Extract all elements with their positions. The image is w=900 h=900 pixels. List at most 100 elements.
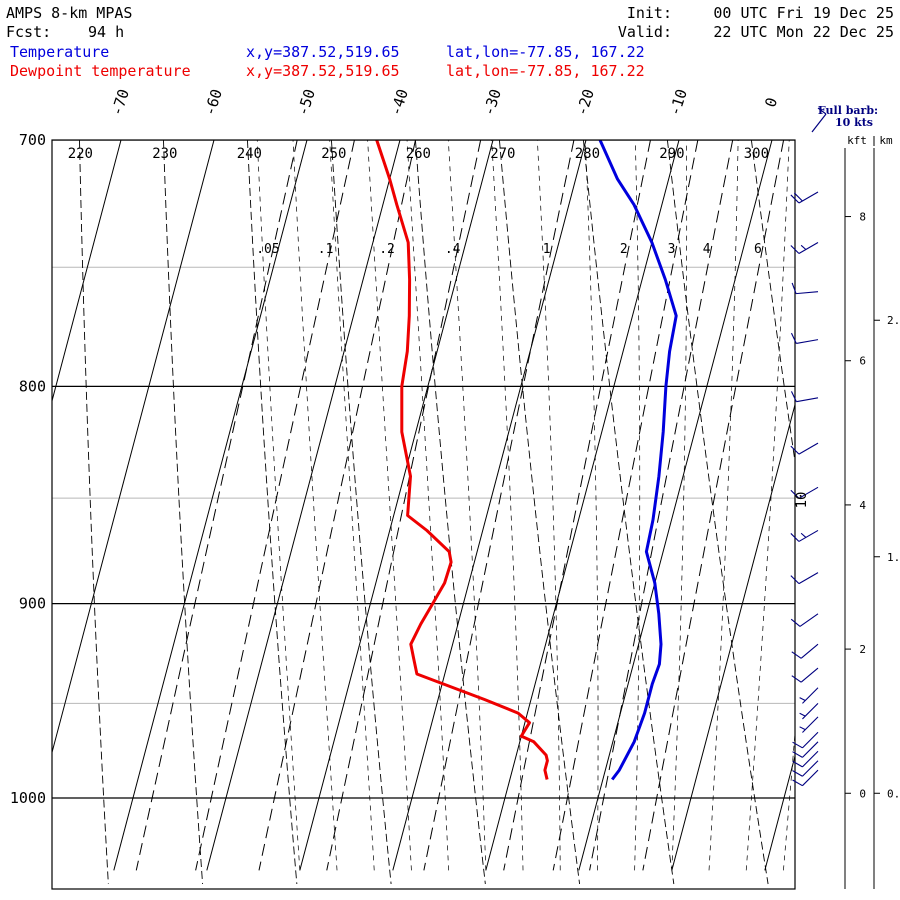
wind-barb-shaft (798, 191, 819, 204)
wind-barb (792, 750, 819, 768)
km-axis-label: km (879, 134, 893, 147)
isotherm-tick-label: -20 (572, 87, 597, 118)
wind-barbs: 10 (790, 191, 819, 787)
wind-barb-feather (791, 282, 797, 294)
wind-barb-shaft (798, 486, 819, 499)
wind-barb-feather (793, 192, 803, 202)
isotherm-line (578, 140, 773, 871)
isotherm-line (485, 140, 680, 871)
wind-barb-shaft (796, 397, 819, 403)
moist-adiabat-line (634, 140, 641, 871)
dewpoint-profile-line (375, 140, 549, 780)
dry-adiabat-line (163, 140, 204, 885)
legend-dewpoint-name: Dewpoint temperature (10, 62, 191, 80)
wind-barb-shaft (799, 613, 819, 627)
wind-barb-feather (790, 245, 800, 254)
wind-barb-shaft (802, 687, 819, 704)
isotherm-tick-label: -10 (665, 87, 690, 118)
plot-frame (51, 139, 796, 890)
barb-legend-line2: 10 kts (835, 116, 873, 129)
km-tick-label: 2. (887, 314, 900, 327)
pressure-tick-label: 1000 (10, 789, 46, 807)
isotherm-tick-label: -70 (107, 87, 132, 118)
wind-barb-shaft (798, 529, 819, 542)
wind-barb-shaft (802, 769, 819, 787)
mixing-ratio-line (552, 140, 699, 871)
mixing-ratio-label: 1 (543, 242, 551, 257)
wind-barb-feather (790, 445, 800, 455)
valid-label: Valid: (618, 23, 672, 41)
dry-adiabat-tick-label: 220 (68, 146, 93, 162)
init-label: Init: (627, 4, 672, 22)
moist-adiabat-line (367, 140, 412, 871)
moist-adiabat-line (537, 140, 561, 871)
moist-adiabat-line (745, 140, 790, 871)
mixing-ratio-line (326, 140, 482, 871)
wind-barb (792, 741, 819, 758)
pressure-tick-label: 900 (19, 595, 46, 613)
wind-barb-shaft (802, 750, 819, 768)
moist-adiabat-line (491, 140, 524, 871)
kft-tick-label: 8 (859, 211, 866, 224)
kft-tick-label: 4 (859, 499, 866, 512)
wind-barb (799, 702, 819, 720)
mixing-ratio-line (642, 140, 785, 871)
wind-barb (790, 191, 819, 204)
mixing-ratio-line (135, 140, 298, 871)
km-tick-label: 0. (887, 787, 900, 800)
wind-barb (790, 486, 819, 499)
kft-tick-label: 6 (859, 355, 866, 368)
moist-adiabat-line (329, 140, 375, 871)
moist-adiabat-line (671, 140, 688, 871)
forecast-value: 94 h (88, 23, 124, 41)
wind-barb-feather (790, 489, 800, 499)
model-title: AMPS 8-km MPAS (6, 4, 132, 22)
wind-barb (799, 716, 819, 733)
wind-barb-annotation: 10 (794, 492, 810, 509)
mixing-ratio-label: .1 (318, 242, 334, 257)
mixing-ratio-label: .2 (379, 242, 395, 257)
wind-barb-feather (792, 760, 803, 768)
mixing-ratio-label: 2 (620, 242, 628, 257)
moist-adiabat-line (585, 140, 599, 871)
profile-lines (375, 140, 678, 781)
moist-adiabat-line (821, 140, 888, 870)
dry-adiabat-tick-label: 280 (575, 146, 600, 162)
wind-barb (792, 769, 819, 787)
wind-barb-feather (791, 651, 802, 659)
dry-adiabat-line (247, 140, 298, 885)
isotherm-tick-label: -40 (386, 87, 411, 118)
wind-barb-shaft (796, 291, 819, 295)
mixing-ratio-label: .05 (256, 242, 279, 257)
valid-value: 22 UTC Mon 22 Dec 25 (713, 23, 894, 41)
isotherm-tick-label: -50 (293, 87, 318, 118)
wind-barb-feather (790, 391, 797, 402)
moist-adiabat-line (783, 729, 795, 871)
mixing-ratio-line (589, 140, 734, 871)
dry-adiabat-line (0, 140, 14, 884)
wind-barb-shaft (798, 242, 819, 254)
moist-adiabat-line (895, 140, 900, 870)
mixing-ratio-label: 4 (703, 242, 711, 257)
dry-adiabat-line (666, 140, 769, 885)
isotherm-line (299, 140, 494, 871)
wind-barb (790, 572, 819, 585)
wind-barb-half-feather (799, 712, 806, 717)
wind-barb-shaft (802, 702, 819, 720)
mixing-ratio-line (195, 140, 355, 871)
moist-adiabat-line (447, 140, 487, 871)
wind-barb (799, 687, 819, 704)
dry-adiabat-line (750, 140, 795, 465)
dry-adiabat-tick-label: 270 (490, 146, 515, 162)
wind-barb (792, 731, 819, 749)
background-grid (0, 140, 900, 885)
wind-barb (790, 242, 819, 254)
wind-barb-feather (790, 575, 800, 585)
kft-tick-label: 2 (859, 643, 866, 656)
wind-barb (791, 282, 819, 295)
isotherm-tick-label: 0 (761, 95, 781, 109)
mixing-ratio-label: .4 (445, 242, 461, 257)
init-value: 00 UTC Fri 19 Dec 25 (713, 4, 894, 22)
wind-barb-shaft (798, 572, 819, 585)
isotherm-line (52, 140, 122, 403)
